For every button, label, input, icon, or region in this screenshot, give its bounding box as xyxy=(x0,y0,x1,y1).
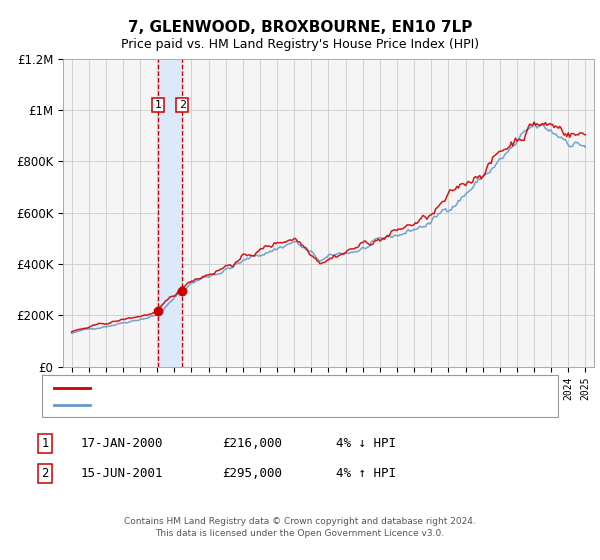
Text: 4% ↓ HPI: 4% ↓ HPI xyxy=(336,437,396,450)
Text: 7, GLENWOOD, BROXBOURNE, EN10 7LP (detached house): 7, GLENWOOD, BROXBOURNE, EN10 7LP (detac… xyxy=(102,381,449,394)
Text: 2: 2 xyxy=(41,466,49,480)
Text: 1: 1 xyxy=(41,437,49,450)
Bar xyxy=(158,59,182,367)
Text: HPI: Average price, detached house, Broxbourne: HPI: Average price, detached house, Brox… xyxy=(102,399,389,412)
Text: 1: 1 xyxy=(154,100,161,110)
Text: Price paid vs. HM Land Registry's House Price Index (HPI): Price paid vs. HM Land Registry's House … xyxy=(121,38,479,50)
Text: 15-JUN-2001: 15-JUN-2001 xyxy=(81,466,163,480)
Text: £216,000: £216,000 xyxy=(222,437,282,450)
Text: 2: 2 xyxy=(179,100,186,110)
Text: Contains HM Land Registry data © Crown copyright and database right 2024.: Contains HM Land Registry data © Crown c… xyxy=(124,517,476,526)
Text: 7, GLENWOOD, BROXBOURNE, EN10 7LP: 7, GLENWOOD, BROXBOURNE, EN10 7LP xyxy=(128,20,472,35)
Text: This data is licensed under the Open Government Licence v3.0.: This data is licensed under the Open Gov… xyxy=(155,529,445,538)
Text: 4% ↑ HPI: 4% ↑ HPI xyxy=(336,466,396,480)
Text: 17-JAN-2000: 17-JAN-2000 xyxy=(81,437,163,450)
Text: £295,000: £295,000 xyxy=(222,466,282,480)
